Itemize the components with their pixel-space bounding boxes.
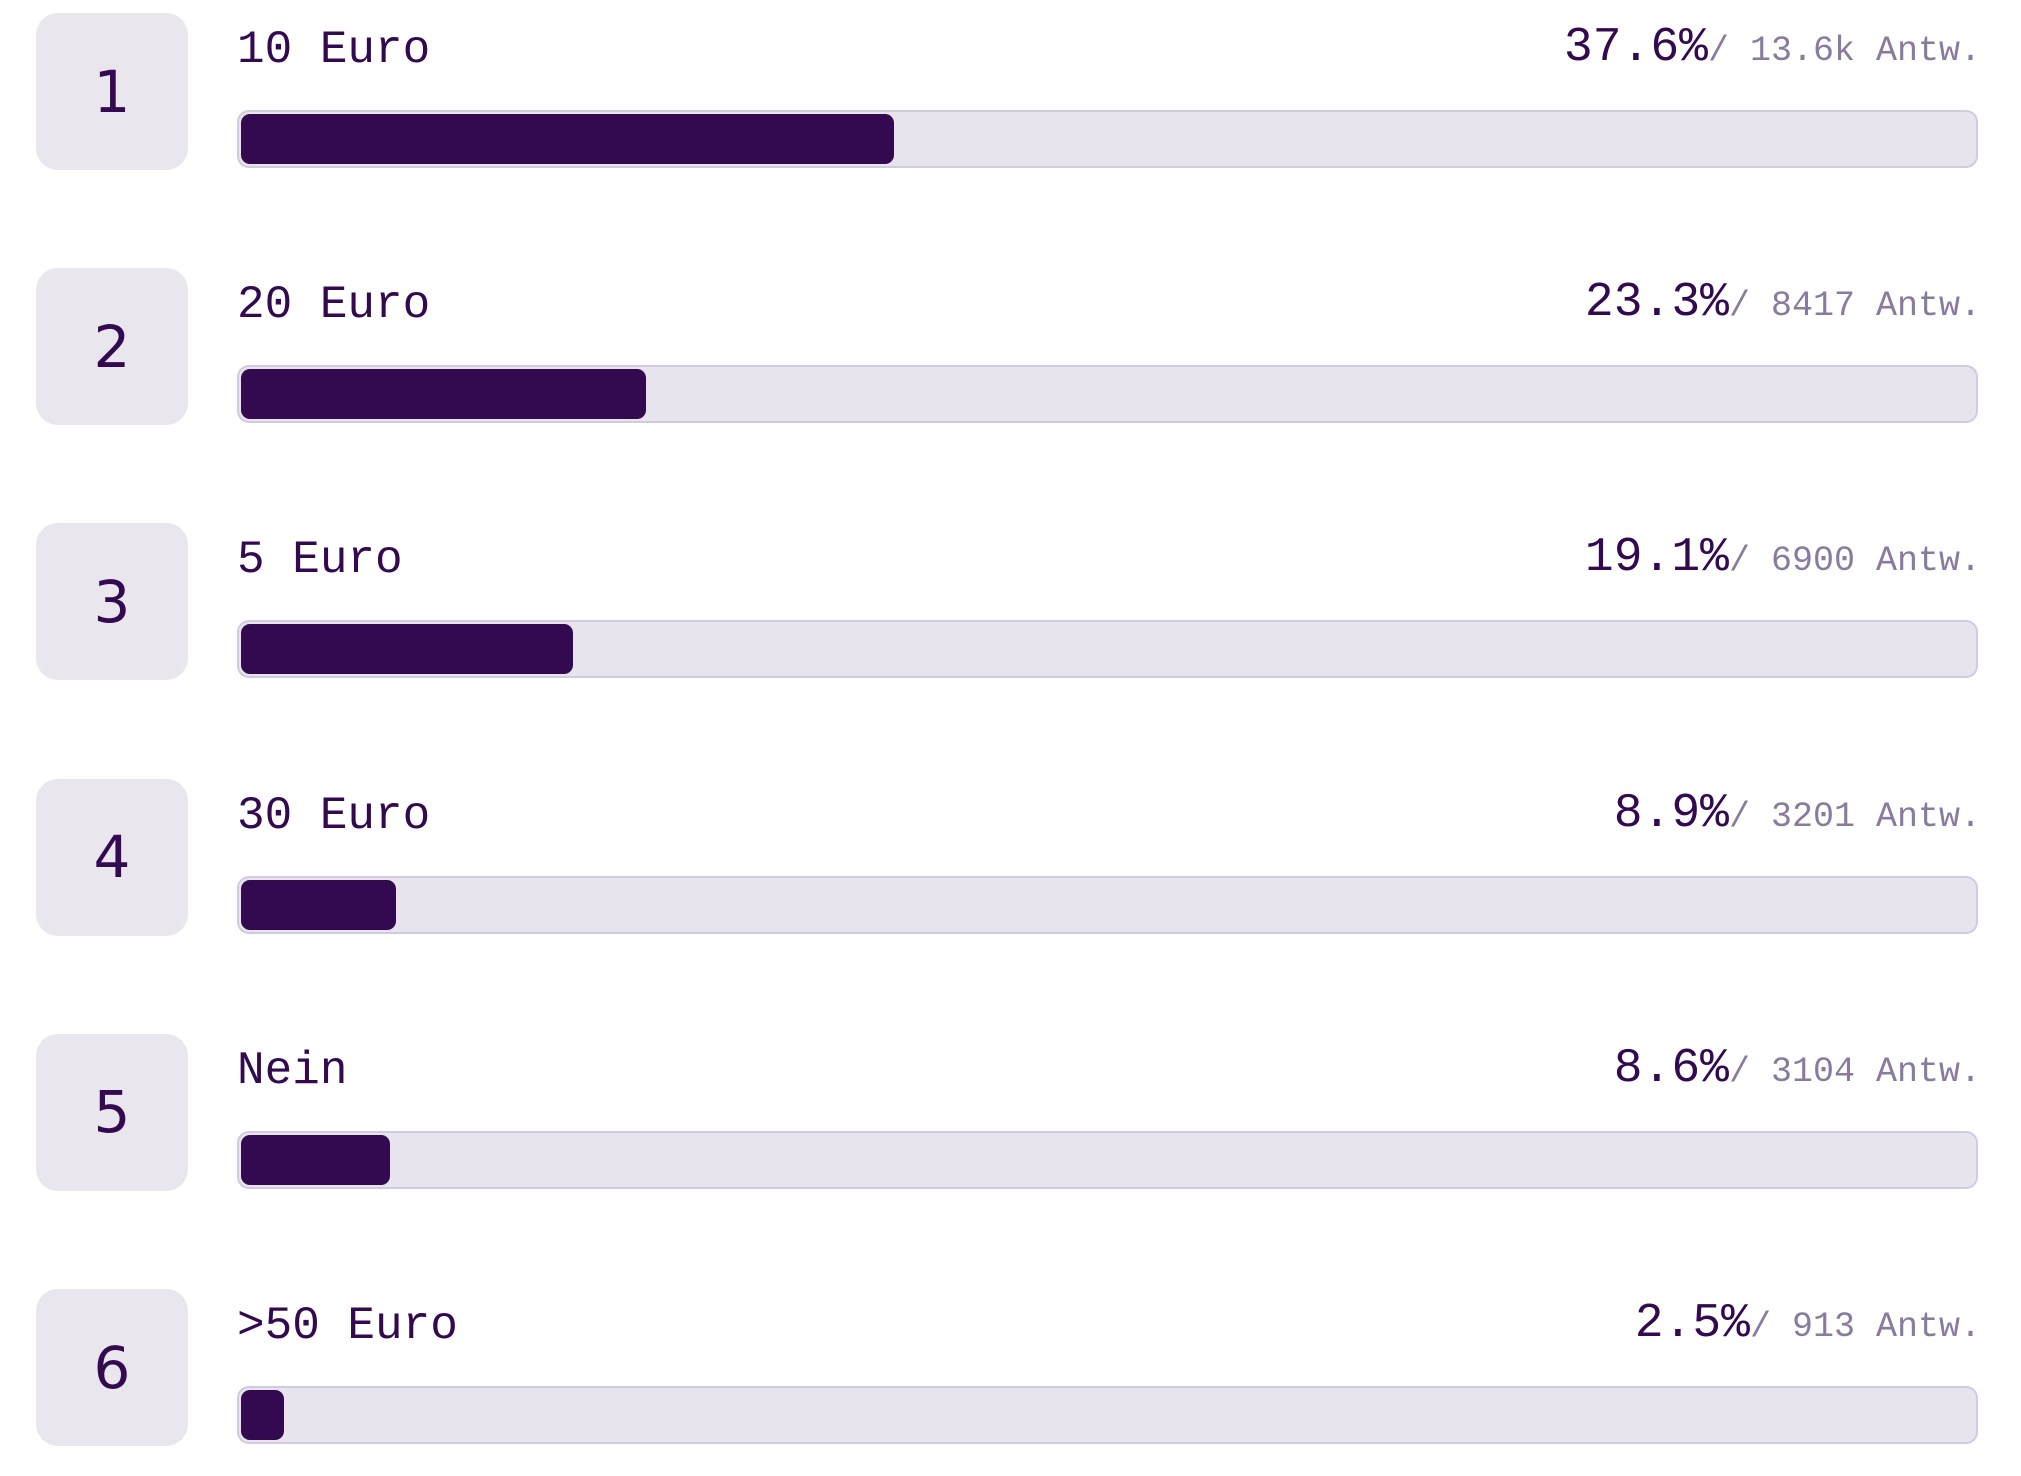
vote-count: / 3104 Antw. (1728, 1051, 1981, 1092)
bar-fill (241, 1390, 285, 1440)
result-text: 19.1%/ 6900 Antw. (1585, 530, 1981, 594)
option-label: Nein (237, 1044, 348, 1097)
option-label: 30 Euro (237, 789, 431, 842)
rank-badge: 1 (36, 13, 188, 170)
vote-count: / 913 Antw. (1749, 1307, 1981, 1347)
percent-label: 8.6% (1613, 1041, 1729, 1096)
bar-track (237, 1130, 1978, 1189)
rank-badge: 4 (36, 778, 188, 936)
rank-badge: 2 (36, 268, 188, 426)
option-row: 4 30 Euro 8.9%/ 3201 Antw. (0, 766, 2021, 966)
option-row: 3 5 Euro 19.1%/ 6900 Antw. (0, 510, 2021, 710)
bar-fill (241, 114, 895, 164)
result-text: 8.6%/ 3104 Antw. (1614, 1041, 1981, 1105)
bar-track (237, 365, 1978, 424)
option-row: 6 >50 Euro 2.5%/ 913 Antw. (0, 1276, 2021, 1476)
percent-label: 8.9% (1613, 786, 1729, 841)
rank-badge: 5 (36, 1033, 188, 1191)
poll-results: 1 10 Euro 37.6%/ 13.6k Antw. 2 20 Euro 23.3%/… (0, 0, 2021, 1446)
bar-track (237, 1386, 1978, 1444)
option-label: 5 Euro (237, 534, 403, 587)
result-text: 8.9%/ 3201 Antw. (1614, 786, 1981, 850)
vote-count: / 3201 Antw. (1728, 796, 1981, 837)
option-row: 5 Nein 8.6%/ 3104 Antw. (0, 1021, 2021, 1221)
vote-count: / 13.6k Antw. (1707, 31, 1981, 71)
option-label: 20 Euro (237, 279, 431, 332)
option-label: 10 Euro (237, 24, 431, 76)
option-row: 2 20 Euro 23.3%/ 8417 Antw. (0, 255, 2021, 455)
rank-badge: 3 (36, 523, 188, 681)
bar-track (237, 875, 1978, 934)
vote-count: / 6900 Antw. (1728, 541, 1981, 582)
percent-label: 37.6% (1563, 21, 1708, 75)
option-row: 1 10 Euro 37.6%/ 13.6k Antw. (0, 0, 2021, 200)
result-text: 2.5%/ 913 Antw. (1635, 1296, 1981, 1360)
bar-track (237, 620, 1978, 679)
bar-fill (241, 369, 646, 420)
percent-label: 2.5% (1634, 1297, 1750, 1351)
vote-count: / 8417 Antw. (1728, 286, 1981, 327)
option-label: >50 Euro (237, 1300, 458, 1352)
bar-fill (241, 624, 573, 675)
percent-label: 19.1% (1584, 531, 1729, 586)
bar-fill (241, 879, 396, 930)
percent-label: 23.3% (1584, 276, 1729, 331)
bar-track (237, 110, 1978, 168)
bar-fill (241, 1134, 391, 1185)
result-text: 23.3%/ 8417 Antw. (1585, 275, 1981, 339)
result-text: 37.6%/ 13.6k Antw. (1564, 20, 1981, 84)
rank-badge: 6 (36, 1289, 188, 1446)
